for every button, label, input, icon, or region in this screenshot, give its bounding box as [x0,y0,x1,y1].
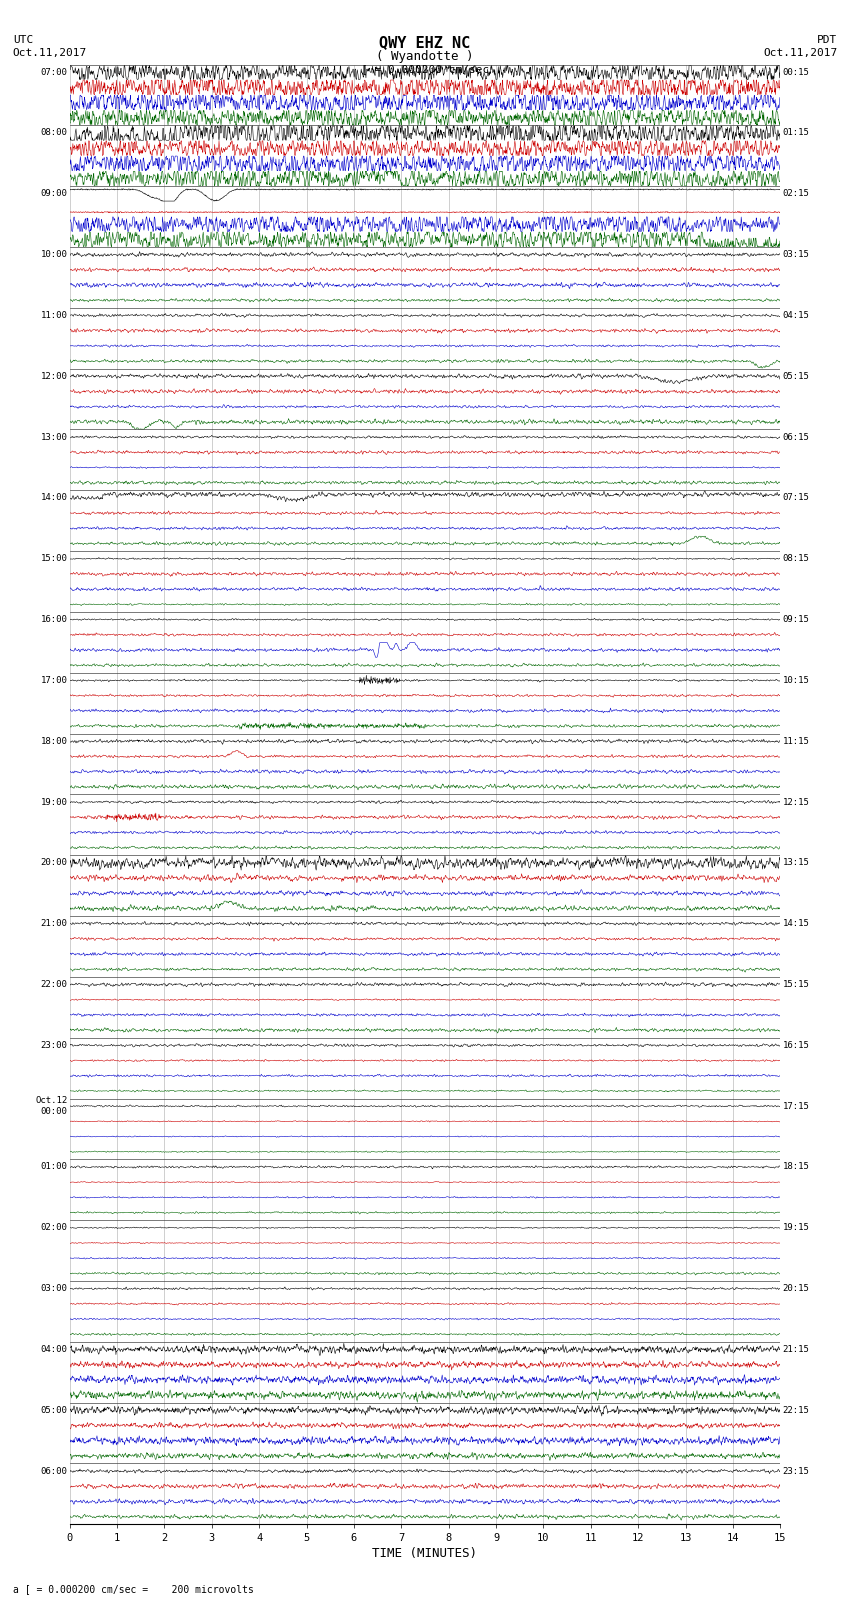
Text: 10:15: 10:15 [783,676,809,686]
Text: 17:15: 17:15 [783,1102,809,1111]
Text: 05:00: 05:00 [41,1407,67,1415]
Text: 09:15: 09:15 [783,615,809,624]
Text: 03:00: 03:00 [41,1284,67,1294]
Text: 23:15: 23:15 [783,1466,809,1476]
Text: 12:00: 12:00 [41,371,67,381]
Text: 12:15: 12:15 [783,797,809,806]
Text: 13:00: 13:00 [41,432,67,442]
Text: Oct.11,2017: Oct.11,2017 [13,48,87,58]
Text: 21:15: 21:15 [783,1345,809,1353]
Text: 21:00: 21:00 [41,919,67,927]
Text: 15:15: 15:15 [783,981,809,989]
Text: 06:00: 06:00 [41,1466,67,1476]
Text: 07:00: 07:00 [41,68,67,77]
Text: 03:15: 03:15 [783,250,809,260]
Text: Oct.12
00:00: Oct.12 00:00 [36,1097,67,1116]
Text: 17:00: 17:00 [41,676,67,686]
Text: 08:00: 08:00 [41,129,67,137]
Text: a [ = 0.000200 cm/sec =    200 microvolts: a [ = 0.000200 cm/sec = 200 microvolts [13,1584,253,1594]
Text: 15:00: 15:00 [41,555,67,563]
Text: 18:15: 18:15 [783,1163,809,1171]
Text: ( Wyandotte ): ( Wyandotte ) [377,50,473,63]
Text: 16:00: 16:00 [41,615,67,624]
Text: 11:15: 11:15 [783,737,809,745]
Text: 04:15: 04:15 [783,311,809,319]
Text: QWY EHZ NC: QWY EHZ NC [379,35,471,50]
Text: 18:00: 18:00 [41,737,67,745]
Text: 19:15: 19:15 [783,1223,809,1232]
Text: [ = 0.000200 cm/sec: [ = 0.000200 cm/sec [361,65,489,74]
Text: 07:15: 07:15 [783,494,809,502]
Text: 23:00: 23:00 [41,1040,67,1050]
Text: 04:00: 04:00 [41,1345,67,1353]
Text: UTC: UTC [13,35,33,45]
Text: 11:00: 11:00 [41,311,67,319]
Text: 14:15: 14:15 [783,919,809,927]
Text: 09:00: 09:00 [41,189,67,198]
Text: 19:00: 19:00 [41,797,67,806]
Text: 01:00: 01:00 [41,1163,67,1171]
Text: 20:00: 20:00 [41,858,67,868]
Text: 02:15: 02:15 [783,189,809,198]
Text: 08:15: 08:15 [783,555,809,563]
Text: 14:00: 14:00 [41,494,67,502]
X-axis label: TIME (MINUTES): TIME (MINUTES) [372,1547,478,1560]
Text: 20:15: 20:15 [783,1284,809,1294]
Text: 01:15: 01:15 [783,129,809,137]
Text: 13:15: 13:15 [783,858,809,868]
Text: 22:00: 22:00 [41,981,67,989]
Text: 00:15: 00:15 [783,68,809,77]
Text: 02:00: 02:00 [41,1223,67,1232]
Text: 16:15: 16:15 [783,1040,809,1050]
Text: 06:15: 06:15 [783,432,809,442]
Text: PDT: PDT [817,35,837,45]
Text: 10:00: 10:00 [41,250,67,260]
Text: 05:15: 05:15 [783,371,809,381]
Text: Oct.11,2017: Oct.11,2017 [763,48,837,58]
Text: 22:15: 22:15 [783,1407,809,1415]
